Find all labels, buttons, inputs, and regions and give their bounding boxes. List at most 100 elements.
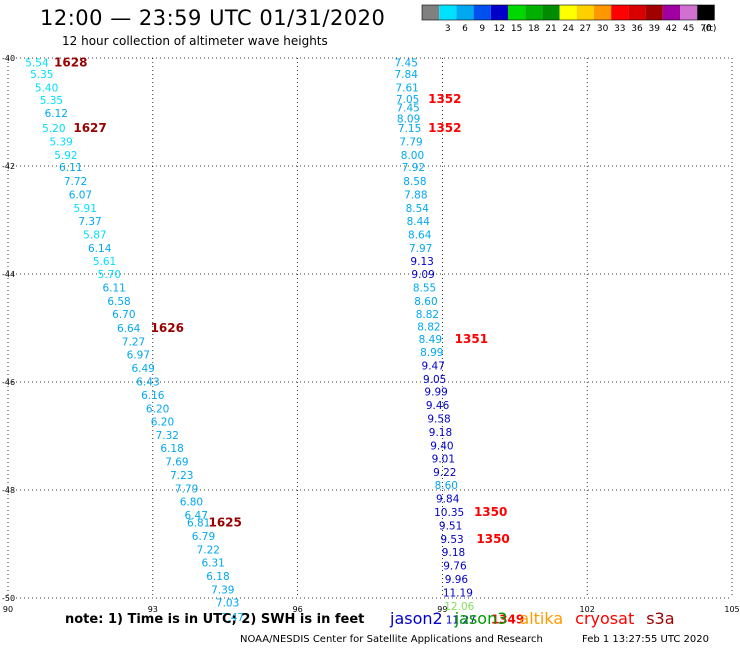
footer-timestamp: Feb 1 13:27:55 UTC 2020 — [582, 634, 709, 645]
wave-height-point: 6.80 — [180, 496, 203, 508]
wave-height-point: 6.12 — [45, 108, 68, 120]
legend-label: 9 — [479, 24, 485, 34]
legend-swatch — [645, 5, 663, 20]
legend-swatch — [490, 5, 508, 20]
wave-height-point: 9.22 — [433, 467, 456, 479]
wave-height-point: 8.82 — [417, 321, 440, 333]
wave-height-point: 7.88 — [404, 190, 427, 202]
satellite-name: jason3 — [454, 609, 508, 628]
x-tick-label: 90 — [3, 605, 13, 614]
wave-height-point: 9.40 — [430, 441, 453, 453]
wave-height-point: 5.35 — [30, 69, 53, 81]
wave-height-point: 9.58 — [427, 414, 450, 426]
wave-height-point: 5.35 — [40, 95, 63, 107]
wave-height-point: 5.54 — [25, 57, 49, 69]
wave-height-point: 7.47 — [221, 612, 244, 624]
wave-height-point: 12.06 — [444, 601, 474, 613]
wave-height-point: 5.91 — [74, 203, 97, 215]
page-title: 12:00 — 23:59 UTC 01/31/2020 — [40, 6, 386, 30]
wave-height-point: 6.79 — [192, 531, 215, 543]
y-tick-label: -40 — [2, 54, 15, 63]
wave-height-point: 6.97 — [127, 349, 150, 361]
legend-swatch — [628, 5, 646, 20]
wave-height-point: 8.09 — [397, 113, 420, 125]
wave-height-point: 8.60 — [435, 480, 458, 492]
wave-height-point: 7.79 — [175, 483, 198, 495]
wave-height-point: 9.46 — [426, 400, 450, 412]
legend-swatch — [525, 5, 543, 20]
wave-height-point: 7.79 — [399, 137, 422, 149]
wave-height-point: 6.11 — [59, 162, 82, 174]
wave-height-point: 7.39 — [211, 584, 234, 596]
wave-height-point: 7.37 — [78, 216, 101, 228]
wave-height-point: 8.60 — [414, 296, 437, 308]
wave-height-point: 7.61 — [395, 83, 418, 95]
legend-label: 24 — [562, 24, 574, 34]
wave-height-point: 6.49 — [131, 363, 154, 375]
pass-time-label: 1351 — [455, 332, 488, 346]
wave-height-point: 7.03 — [216, 597, 239, 609]
axis-tick-labels: 90 93 96 99 102 105 -40 -42 -44 -46 -48 -50 — [2, 54, 740, 614]
wave-height-point: 8.58 — [403, 176, 426, 188]
wave-height-point: 6.18 — [206, 571, 229, 583]
pass-time-label: 1625 — [208, 515, 241, 529]
wave-height-point: 7.92 — [402, 162, 425, 174]
legend-swatch — [576, 5, 594, 20]
wave-height-point: 8.54 — [406, 203, 430, 215]
wave-height-point: 5.70 — [98, 269, 121, 281]
legend-label: 21 — [545, 24, 556, 34]
wave-height-point: 9.47 — [422, 360, 445, 372]
wave-height-point: 5.92 — [54, 150, 77, 162]
x-tick-label: 96 — [293, 605, 303, 614]
wave-height-point: 6.43 — [136, 376, 159, 388]
wave-height-point: 9.51 — [439, 521, 462, 533]
satellite-name: cryosat — [575, 609, 635, 628]
wave-height-point: 9.18 — [429, 427, 452, 439]
satellite-legend: jason2 jason3 altika cryosat s3a — [390, 609, 687, 628]
pass-time-label: 1627 — [73, 121, 106, 135]
legend-swatch — [662, 5, 680, 20]
satellite-name: altika — [519, 609, 564, 628]
wave-height-point: 5.40 — [35, 83, 58, 95]
wave-height-point: 7.32 — [156, 430, 179, 442]
legend-label: 36 — [631, 24, 643, 34]
wave-height-point: 11.19 — [443, 588, 473, 600]
legend-label: 70 — [700, 24, 712, 34]
x-tick-label: 99 — [437, 605, 447, 614]
chart-grid — [7, 57, 733, 599]
wave-height-point: 5.61 — [93, 256, 116, 268]
y-tick-label: -48 — [2, 486, 15, 495]
legend-swatch — [456, 5, 474, 20]
footer-note: note: 1) Time is in UTC; 2) SWH is in fe… — [65, 612, 365, 627]
legend-label: 39 — [648, 24, 660, 34]
wave-height-point: 6.58 — [107, 296, 130, 308]
legend-label: 45 — [683, 24, 694, 34]
wave-height-point: 6.11 — [102, 283, 125, 295]
legend-swatch — [508, 5, 526, 20]
wave-height-point: 7.27 — [122, 337, 145, 349]
wave-height-point: 9.76 — [443, 561, 467, 573]
wave-height-point: 6.31 — [201, 557, 224, 569]
legend-label: 3 — [445, 24, 451, 34]
wave-height-point: 9.84 — [436, 494, 460, 506]
wave-height-point: 10.35 — [434, 507, 464, 519]
wave-height-point: 6.20 — [151, 416, 174, 428]
legend-swatch — [422, 5, 440, 20]
y-tick-label: -42 — [2, 162, 15, 171]
legend-label: 30 — [597, 24, 609, 34]
wave-height-point: 11.27 — [446, 615, 476, 627]
pass-time-label: 1350 — [476, 532, 509, 546]
wave-height-point: 7.23 — [170, 470, 193, 482]
wave-height-point: 9.01 — [432, 454, 455, 466]
wave-height-point: 8.55 — [413, 283, 436, 295]
y-tick-label: -50 — [2, 594, 15, 603]
footer-credit: NOAA/NESDIS Center for Satellite Applica… — [240, 634, 543, 645]
y-tick-label: -46 — [2, 378, 15, 387]
wave-height-point: 5.87 — [83, 230, 106, 242]
wave-height-point: 8.49 — [419, 334, 442, 346]
wave-height-point: 6.70 — [112, 309, 135, 321]
satellite-name: s3a — [646, 609, 675, 628]
legend-label: 6 — [462, 24, 468, 34]
wave-height-point: 7.45 — [395, 57, 418, 69]
